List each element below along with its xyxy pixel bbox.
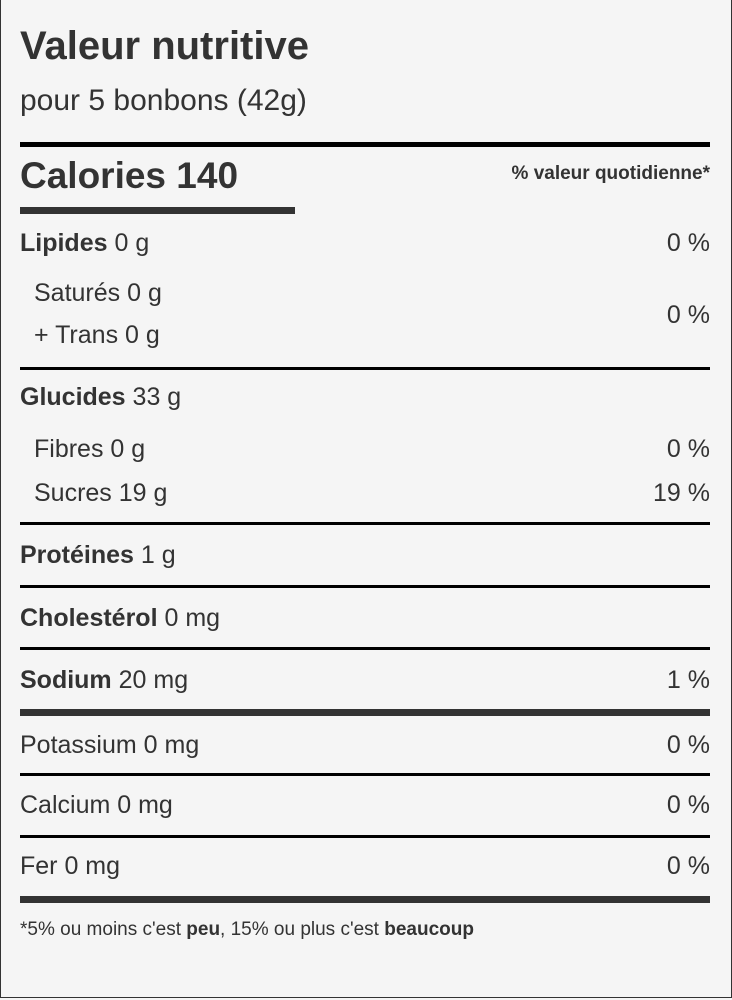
nutrient-amount: 0 mg xyxy=(64,852,121,880)
nutrient-name: + Trans xyxy=(34,321,119,349)
dv-lipides: 0 % xyxy=(666,229,710,257)
dv-satures-trans: 0 % xyxy=(666,301,710,329)
row-lipides: Lipides 0 g xyxy=(20,228,149,258)
nutrient-amount: 0 mg xyxy=(143,731,200,759)
row-proteines: Protéines 1 g xyxy=(20,540,176,570)
nutrient-name: Protéines xyxy=(20,541,134,569)
row-calcium: Calcium 0 mg xyxy=(20,790,173,820)
divider xyxy=(20,522,710,525)
row-trans: + Trans 0 g xyxy=(34,320,160,350)
dv-sodium: 1 % xyxy=(666,666,710,694)
nutrient-name: Calcium xyxy=(20,791,111,819)
dv-fer: 0 % xyxy=(666,852,710,880)
divider xyxy=(20,835,710,838)
footnote-high: beaucoup xyxy=(384,919,474,940)
row-glucides: Glucides 33 g xyxy=(20,382,181,412)
nutrient-amount: 0 g xyxy=(125,321,160,349)
divider xyxy=(20,585,710,588)
nutrient-amount: 20 mg xyxy=(118,666,189,694)
nutrient-amount: 0 mg xyxy=(117,791,173,819)
dv-calcium: 0 % xyxy=(666,791,710,819)
nutrient-amount: 1 g xyxy=(140,541,176,569)
footnote-low: peu xyxy=(186,919,221,940)
nutrient-name: Fer xyxy=(20,852,58,880)
divider xyxy=(20,773,710,776)
row-sodium: Sodium 20 mg xyxy=(20,665,188,695)
serving-size: pour 5 bonbons (42g) xyxy=(20,84,307,117)
calories-bar xyxy=(20,207,295,214)
row-cholesterol: Cholestérol 0 mg xyxy=(20,603,220,633)
divider-thick xyxy=(20,709,710,716)
nutrient-amount: 0 mg xyxy=(164,604,221,632)
footnote-text: , 15% ou plus c'est xyxy=(220,919,385,940)
dv-header: % valeur quotidienne* xyxy=(511,163,710,184)
nutrient-name: Glucides xyxy=(20,383,126,411)
footnote-text: *5% ou moins c'est xyxy=(20,919,187,940)
footnote: *5% ou moins c'est peu, 15% ou plus c'es… xyxy=(20,918,474,942)
dv-fibres: 0 % xyxy=(666,435,710,463)
nutrient-amount: 19 g xyxy=(118,479,168,507)
row-fer: Fer 0 mg xyxy=(20,851,120,881)
nutrient-name: Cholestérol xyxy=(20,604,158,632)
nutrient-name: Saturés xyxy=(34,279,121,307)
nutrient-name: Fibres xyxy=(34,435,104,463)
nutrient-amount: 0 g xyxy=(114,229,150,257)
row-fibres: Fibres 0 g xyxy=(34,434,145,464)
nutrient-name: Sodium xyxy=(20,666,112,694)
nutrient-name: Sucres xyxy=(34,479,112,507)
divider xyxy=(20,647,710,650)
calories-value: 140 xyxy=(176,155,239,196)
row-potassium: Potassium 0 mg xyxy=(20,730,199,760)
row-satures: Saturés 0 g xyxy=(34,278,162,308)
nutrient-name: Lipides xyxy=(20,229,108,257)
divider-thick xyxy=(20,896,710,903)
row-sucres: Sucres 19 g xyxy=(34,478,167,508)
label-title: Valeur nutritive xyxy=(20,24,309,68)
nutrient-amount: 33 g xyxy=(132,383,182,411)
calories-line: Calories 140 xyxy=(20,154,238,198)
dv-potassium: 0 % xyxy=(666,731,710,759)
divider xyxy=(20,142,710,147)
nutrient-name: Potassium xyxy=(20,731,137,759)
dv-sucres: 19 % xyxy=(653,479,710,507)
nutrient-amount: 0 g xyxy=(127,279,162,307)
divider xyxy=(20,367,710,370)
calories-label: Calories xyxy=(20,155,167,196)
nutrient-amount: 0 g xyxy=(110,435,146,463)
